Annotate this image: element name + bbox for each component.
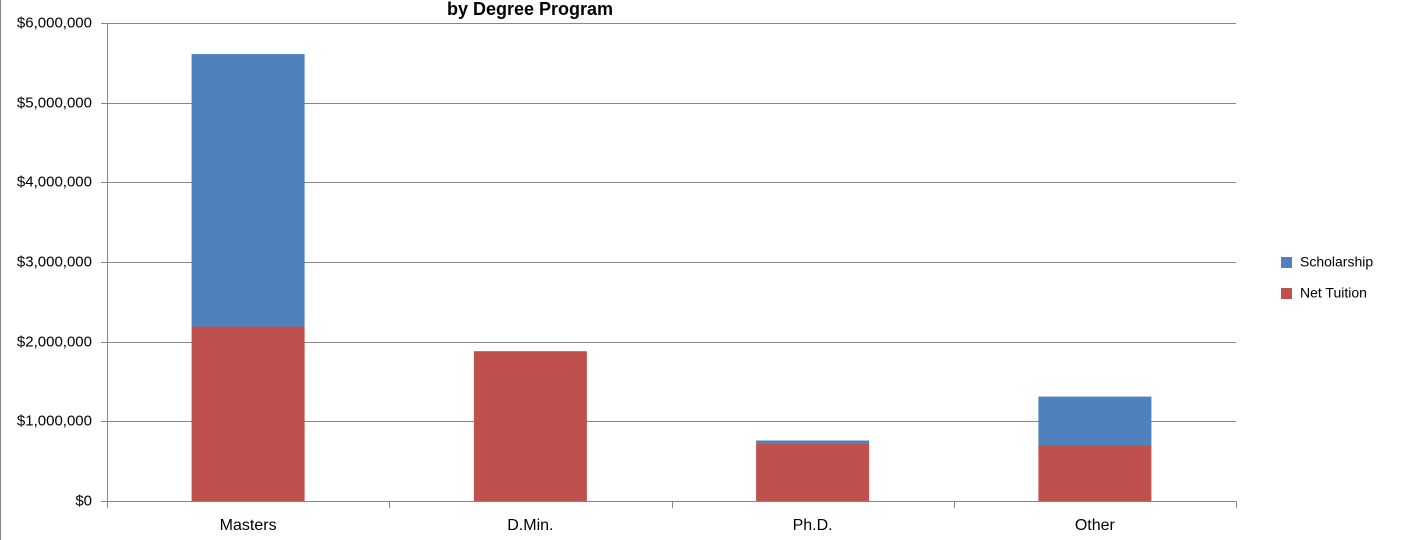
bar-net-tuition-other (1038, 446, 1152, 501)
y-tick-label: $2,000,000 (17, 333, 92, 350)
chart-title: by Degree Program (447, 0, 613, 19)
bar-scholarship-ph-d (756, 440, 870, 444)
y-tick-label: $3,000,000 (17, 253, 92, 270)
bars (191, 54, 1152, 501)
bar-net-tuition-d-min (473, 351, 587, 501)
bar-net-tuition-ph-d (756, 443, 870, 501)
legend-swatch (1281, 257, 1292, 268)
y-tick-label: $0 (75, 492, 92, 509)
x-category-label: Ph.D. (793, 517, 833, 534)
legend-label: Net Tuition (1300, 285, 1367, 301)
y-tick-label: $6,000,000 (17, 14, 92, 31)
x-axis-category-labels: Masters D.Min. Ph.D. Other (220, 517, 1116, 534)
x-category-label: Masters (220, 517, 277, 534)
bar-scholarship-other (1038, 396, 1152, 446)
y-tick-label: $5,000,000 (17, 94, 92, 111)
legend-swatch (1281, 288, 1292, 299)
x-category-label: Other (1075, 517, 1116, 534)
bar-net-tuition-masters (191, 326, 305, 501)
bar-scholarship-masters (191, 54, 305, 327)
legend: Scholarship Net Tuition (1281, 254, 1373, 301)
legend-label: Scholarship (1300, 254, 1373, 270)
y-tick-label: $1,000,000 (17, 412, 92, 429)
x-category-label: D.Min. (507, 517, 553, 534)
y-axis-tick-labels: $0 $1,000,000 $2,000,000 $3,000,000 $4,000,0… (17, 14, 92, 509)
axes (101, 23, 1237, 508)
y-tick-label: $4,000,000 (17, 173, 92, 190)
